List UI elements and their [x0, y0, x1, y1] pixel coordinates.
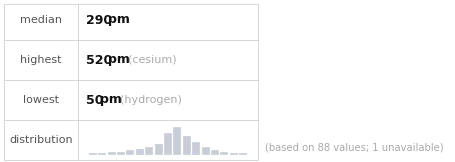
- Bar: [192, 142, 200, 155]
- Bar: [164, 133, 172, 155]
- Text: highest: highest: [20, 55, 61, 65]
- Bar: [145, 147, 153, 155]
- Bar: [107, 152, 115, 155]
- Text: pm: pm: [100, 93, 121, 106]
- Text: 50: 50: [86, 93, 103, 106]
- Text: (cesium): (cesium): [128, 55, 176, 65]
- Bar: [201, 147, 209, 155]
- Text: pm: pm: [108, 13, 130, 27]
- Bar: [98, 153, 106, 155]
- Bar: [173, 127, 181, 155]
- Bar: [89, 153, 96, 155]
- Bar: [220, 152, 228, 155]
- Bar: [154, 144, 162, 155]
- Bar: [4, 4, 258, 160]
- Text: 290: 290: [86, 13, 112, 27]
- Bar: [182, 136, 190, 155]
- Bar: [229, 153, 238, 155]
- Text: pm: pm: [108, 53, 130, 66]
- Bar: [116, 152, 125, 155]
- Text: lowest: lowest: [23, 95, 59, 105]
- Bar: [126, 150, 134, 155]
- Bar: [211, 150, 218, 155]
- Text: 520: 520: [86, 53, 112, 66]
- Text: median: median: [20, 15, 62, 25]
- Text: (based on 88 values; 1 unavailable): (based on 88 values; 1 unavailable): [264, 143, 443, 153]
- Bar: [239, 153, 247, 155]
- Text: (hydrogen): (hydrogen): [120, 95, 182, 105]
- Text: distribution: distribution: [9, 135, 73, 145]
- Bar: [136, 149, 143, 155]
